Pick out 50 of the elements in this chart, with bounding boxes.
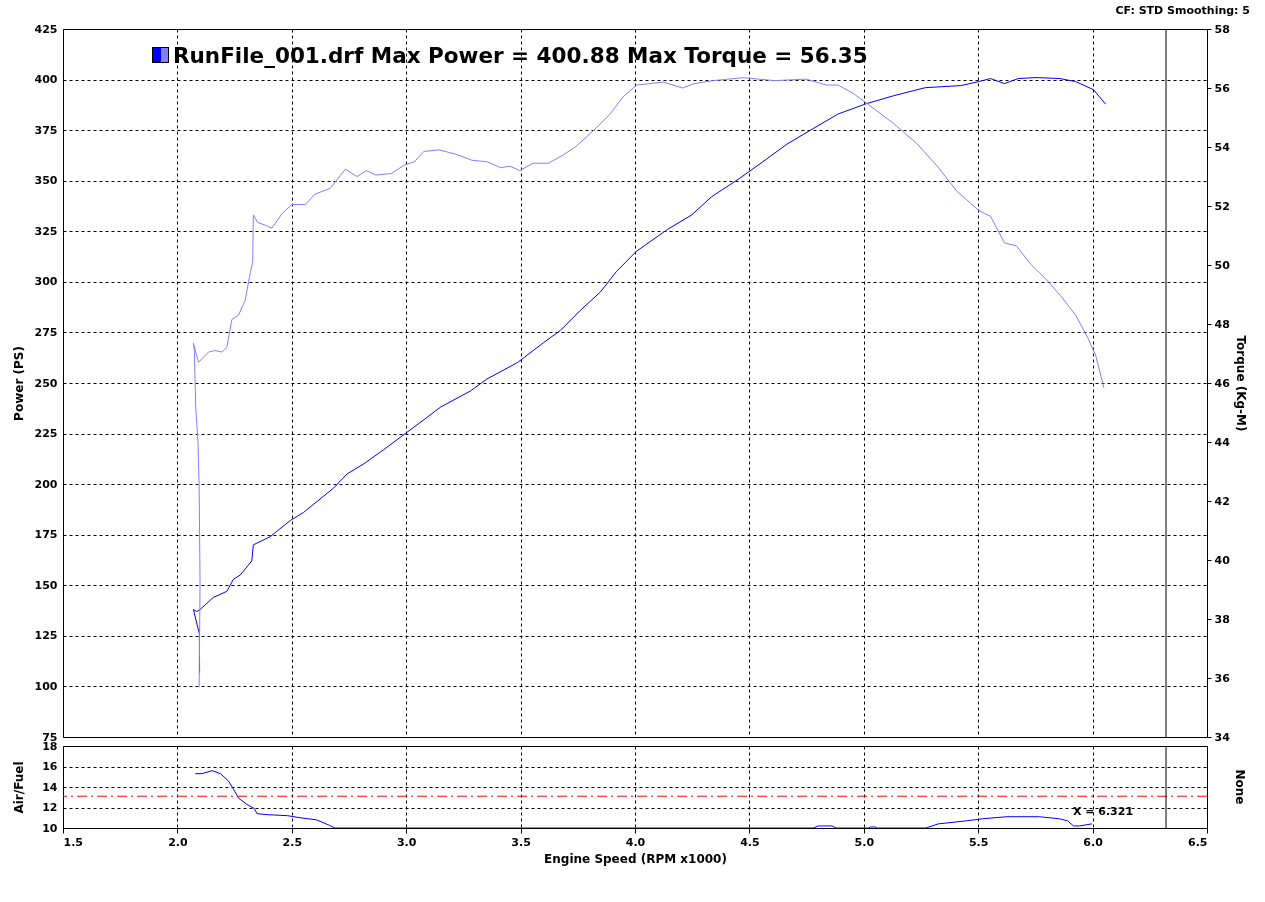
x-tick-label: 3.5 — [511, 835, 531, 849]
x-tick-label: 4.5 — [740, 835, 760, 849]
y2-tick-label: 52 — [1214, 199, 1230, 213]
y2-tick-label: 54 — [1214, 140, 1231, 154]
y-tick-label: 350 — [34, 174, 58, 188]
y-tick-label: 325 — [34, 224, 58, 238]
y2-tick-label: 36 — [1214, 671, 1231, 685]
y-axis-title: Air/Fuel — [11, 761, 26, 814]
y-tick-label: 400 — [34, 73, 58, 87]
y-tick-label: 225 — [34, 427, 58, 441]
x-tick-label: 3.0 — [396, 835, 417, 849]
y2-axis-title: None — [1233, 769, 1247, 805]
y-tick-label: 10 — [42, 821, 58, 835]
x-tick-label: 5.0 — [854, 835, 875, 849]
x-tick-label: 2.5 — [282, 835, 303, 849]
y2-axis-title: Torque (Kg-M) — [1233, 335, 1248, 432]
y2-tick-label: 42 — [1214, 494, 1230, 508]
y-tick-label: 18 — [42, 739, 58, 753]
y-tick-label: 425 — [34, 22, 58, 36]
x-tick-label: 6.0 — [1083, 835, 1104, 849]
y2-tick-label: 58 — [1214, 22, 1230, 36]
y-tick-label: 200 — [34, 477, 58, 491]
x-tick-label: 5.5 — [968, 835, 989, 849]
y-tick-label: 16 — [42, 760, 58, 773]
x-tick-label: 1.5 — [63, 835, 83, 849]
y2-tick-label: 38 — [1214, 612, 1230, 626]
text: CF: STD Smoothing: 5 — [1115, 4, 1250, 17]
y-tick-label: 300 — [34, 275, 58, 289]
y-axis-title: Power (PS) — [11, 346, 26, 421]
y2-tick-label: 40 — [1214, 553, 1231, 567]
y-tick-label: 12 — [42, 801, 58, 814]
x-axis-title: Engine Speed (RPM x1000) — [544, 851, 727, 866]
y-tick-label: 250 — [34, 376, 58, 390]
y2-tick-label: 48 — [1214, 317, 1230, 331]
x-tick-label: 6.5 — [1188, 835, 1208, 849]
x-tick-label: 2.0 — [168, 835, 188, 849]
y2-tick-label: 46 — [1214, 376, 1231, 390]
y2-tick-label: 56 — [1214, 81, 1231, 95]
y-tick-label: 14 — [42, 780, 58, 794]
y-tick-label: 275 — [34, 325, 58, 339]
y2-tick-label: 34 — [1214, 730, 1231, 744]
y-tick-label: 150 — [34, 578, 58, 592]
y-tick-label: 175 — [34, 528, 58, 542]
y-tick-label: 100 — [34, 679, 58, 693]
y2-tick-label: 50 — [1214, 258, 1231, 272]
y-tick-label: 375 — [34, 123, 58, 137]
x-tick-label: 4.0 — [625, 835, 646, 849]
text: RunFile_001.drf Max Power = 400.88 Max Torque = 56.35 — [173, 43, 868, 68]
y-tick-label: 125 — [34, 629, 58, 643]
y2-tick-label: 44 — [1214, 435, 1231, 449]
